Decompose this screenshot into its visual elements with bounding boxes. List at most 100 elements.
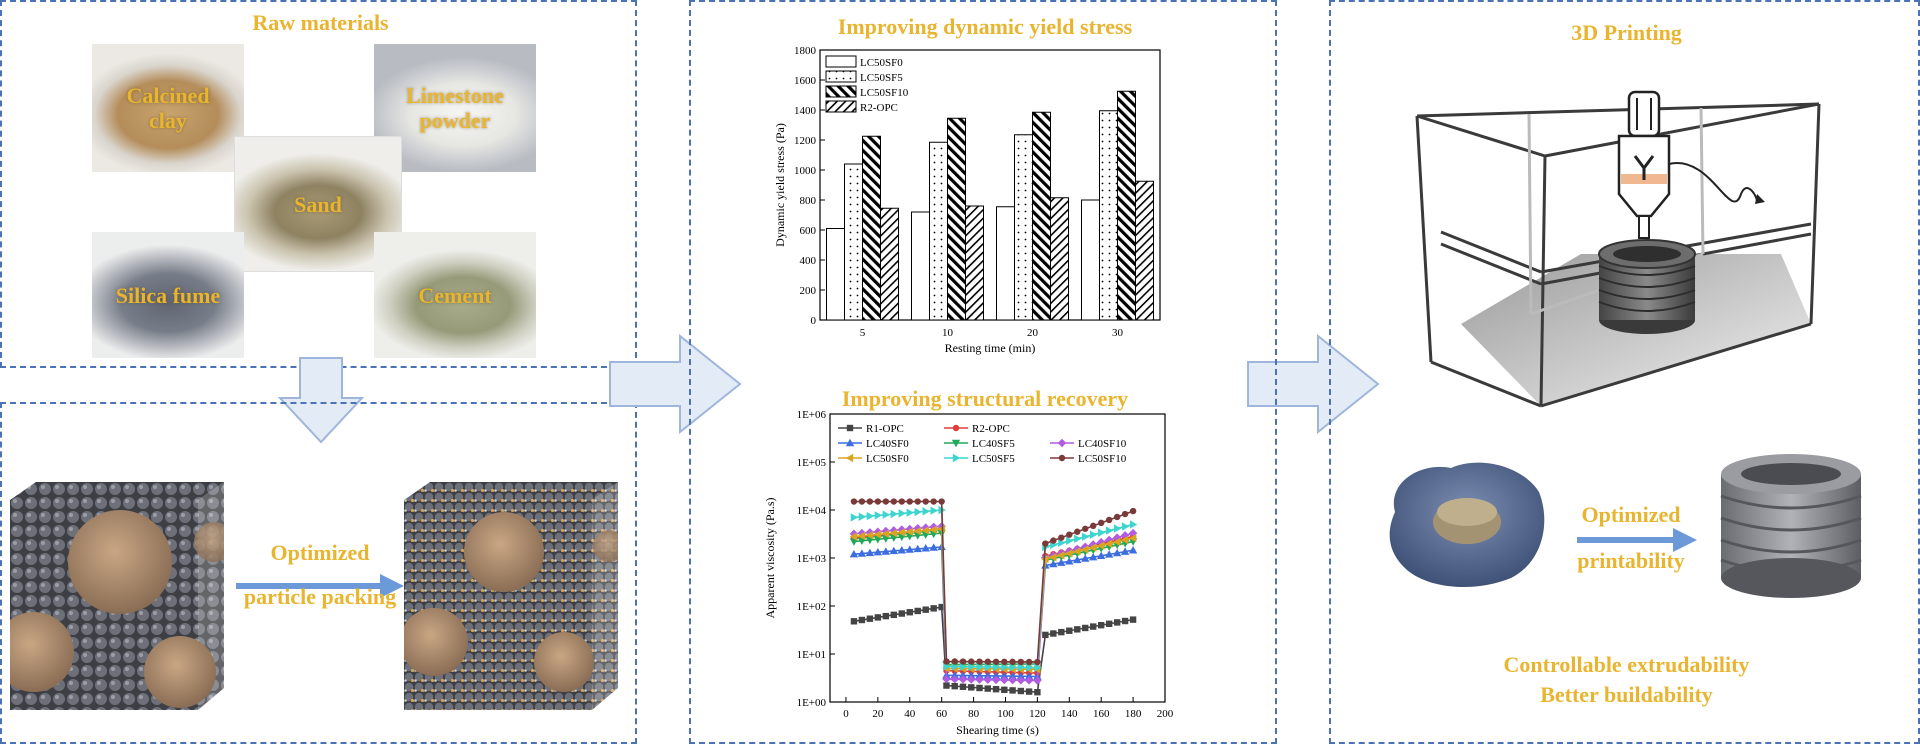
line-point-lc50sf0 xyxy=(1112,537,1121,547)
line-point-lc50sf0 xyxy=(865,530,874,540)
limestone-line-2: powder xyxy=(419,108,491,133)
line-point-r1-opc xyxy=(984,685,991,692)
optimized-printability-arrow xyxy=(1577,528,1697,552)
unoptimized-packing-cube xyxy=(10,482,224,710)
line-point-lc50sf10 xyxy=(1066,531,1073,538)
line-point-r1-opc xyxy=(898,610,905,617)
line-xtick-label: 100 xyxy=(997,708,1014,720)
bar-legend-swatch xyxy=(825,100,857,113)
line-point-lc50sf10 xyxy=(866,498,874,505)
line-xtick-label: 200 xyxy=(1157,708,1174,720)
line-point-lc50sf10 xyxy=(1113,513,1121,521)
line-point-lc50sf5 xyxy=(1129,520,1138,529)
line-point-r1-opc xyxy=(1074,626,1081,633)
bar-lc50sf5-5 xyxy=(844,163,863,321)
line-point-lc40sf0 xyxy=(1073,555,1082,564)
line-point-lc40sf5 xyxy=(849,538,859,546)
line-point-lc50sf10 xyxy=(1034,658,1041,666)
line-xtick-label: 40 xyxy=(904,708,916,720)
line-point-lc50sf0 xyxy=(889,528,898,538)
line-point-lc50sf0 xyxy=(1128,533,1137,543)
line-point-r1-opc xyxy=(968,684,975,691)
line-point-lc50sf10 xyxy=(1042,540,1049,547)
line-point-lc50sf5 xyxy=(984,662,992,672)
line-point-lc50sf10 xyxy=(1129,507,1137,515)
line-point-lc40sf10 xyxy=(967,675,976,684)
bar-legend-label: LC50SF5 xyxy=(860,72,903,84)
line-legend-label: LC40SF0 xyxy=(866,438,909,450)
line-point-lc50sf5 xyxy=(976,662,984,672)
line-point-lc50sf0 xyxy=(929,525,937,534)
line-point-lc50sf5 xyxy=(1017,663,1026,672)
line-point-lc40sf10 xyxy=(958,675,968,684)
bar-ytick-label: 0 xyxy=(811,315,817,327)
line-point-lc40sf0 xyxy=(1057,558,1066,566)
line-point-lc50sf5 xyxy=(1113,524,1122,533)
yield-stress-bar-chart: 0 200 400 600 800 1000 1200 1400 1600 1800 5 10 20 30… xyxy=(773,45,1161,355)
bar-lc50sf0-30 xyxy=(1081,199,1100,321)
line-point-lc40sf0 xyxy=(1000,671,1009,680)
line-point-r1-opc xyxy=(850,618,858,625)
rheology-panel: Improving dynamic yield stress Improving… xyxy=(689,0,1277,744)
optimized-packing-label-2: particle packing xyxy=(243,584,397,609)
optimized-packing-label-1: Optimized xyxy=(270,540,370,565)
line-point-lc40sf0 xyxy=(1016,672,1026,680)
line-legend-label: LC50SF10 xyxy=(1078,453,1127,465)
line-point-lc50sf0 xyxy=(857,531,866,541)
raw-materials-panel: Raw materials Calcined clay Limestone powd… xyxy=(0,0,637,368)
line-point-r1-opc xyxy=(1050,630,1057,637)
line-point-lc40sf0 xyxy=(873,548,883,556)
line-point-lc50sf0 xyxy=(913,526,921,536)
line-xtick-label: 140 xyxy=(1061,708,1078,720)
line-point-r1-opc xyxy=(1082,624,1089,632)
line-point-lc40sf0 xyxy=(983,671,992,680)
line-point-lc50sf10 xyxy=(906,498,913,505)
line-point-lc50sf5 xyxy=(898,509,906,518)
line-point-lc40sf10 xyxy=(942,674,951,684)
line-xtick-label: 160 xyxy=(1093,708,1110,720)
line-point-lc50sf10 xyxy=(850,498,858,505)
line-ytick-label: 1E+06 xyxy=(797,409,827,421)
bar-ytick-label: 1200 xyxy=(794,135,817,147)
line-point-lc40sf0 xyxy=(975,671,984,679)
line-point-lc50sf5 xyxy=(1105,526,1114,535)
line-point-lc50sf5 xyxy=(922,507,930,516)
line-point-lc50sf5 xyxy=(1066,536,1074,546)
line-point-lc40sf0 xyxy=(1096,551,1106,559)
line-y-axis-label: Apparent viscosity (Pa.s) xyxy=(763,498,777,619)
line-point-lc40sf0 xyxy=(849,549,859,558)
line-point-lc50sf10 xyxy=(874,498,882,505)
line-point-lc40sf10 xyxy=(1024,676,1034,685)
bar-ytick-label: 800 xyxy=(800,195,817,207)
line-point-lc50sf0 xyxy=(905,527,913,537)
line-legend-marker xyxy=(952,424,960,432)
line-point-r1-opc xyxy=(1121,617,1129,625)
line-point-lc50sf10 xyxy=(1025,658,1033,666)
line-xtick-label: 80 xyxy=(968,708,980,720)
line-point-lc50sf10 xyxy=(968,658,975,665)
line-point-lc50sf10 xyxy=(951,658,958,665)
bar-r2-opc-30 xyxy=(1135,180,1154,321)
line-point-lc50sf5 xyxy=(1121,522,1130,531)
line-point-lc40sf10 xyxy=(975,675,984,684)
line-point-lc50sf0 xyxy=(897,528,905,537)
bar-xtick-label: 30 xyxy=(1112,327,1124,339)
bar-r2-opc-20 xyxy=(1050,197,1069,321)
line-point-lc40sf10 xyxy=(950,675,959,684)
line-point-r1-opc xyxy=(1017,687,1025,695)
line-point-lc50sf10 xyxy=(898,498,905,505)
line-point-lc50sf0 xyxy=(1073,547,1081,556)
bar-lc50sf0-10 xyxy=(911,211,930,321)
line-point-lc40sf0 xyxy=(1065,557,1074,565)
line-point-lc50sf10 xyxy=(930,498,937,505)
line-point-lc50sf10 xyxy=(882,498,890,505)
line-xtick-label: 60 xyxy=(936,708,948,720)
bar-xtick-label: 5 xyxy=(860,327,866,339)
line-legend-marker xyxy=(1058,454,1066,462)
line-point-lc50sf0 xyxy=(881,529,890,539)
line-legend-marker xyxy=(845,438,855,447)
bar-lc50sf5-10 xyxy=(929,141,948,321)
line-point-lc40sf0 xyxy=(881,547,891,555)
line-point-lc50sf10 xyxy=(1009,658,1016,666)
line-point-lc50sf10 xyxy=(984,658,991,665)
